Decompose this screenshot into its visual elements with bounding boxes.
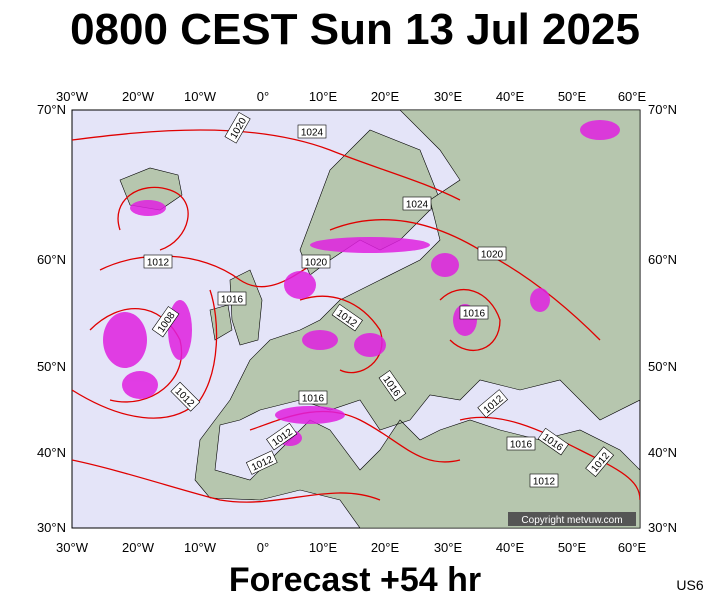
lon-label-bottom: 40°E — [496, 540, 525, 555]
isobar-label-text: 1016 — [463, 309, 486, 320]
isobar-label: 1020 — [301, 254, 331, 269]
lon-label-bottom: 0° — [257, 540, 269, 555]
isobar-label: 1016 — [217, 291, 247, 306]
lat-label-left: 40°N — [37, 445, 66, 460]
lat-label-right: 60°N — [648, 252, 677, 267]
lon-label-top: 10°E — [309, 89, 338, 104]
title: 0800 CEST Sun 13 Jul 2025 — [70, 5, 640, 54]
lat-label-left: 60°N — [37, 252, 66, 267]
lon-label-top: 40°E — [496, 89, 525, 104]
isobar-label: 1020 — [477, 246, 507, 261]
isobar-label-text: 1016 — [302, 394, 325, 405]
isobar-label-text: 1012 — [147, 258, 170, 269]
isobar-label-text: 1024 — [406, 200, 429, 211]
isobar-label-box — [402, 196, 432, 211]
lon-label-top: 20°E — [371, 89, 400, 104]
isobar-label: 1024 — [297, 124, 327, 139]
isobar-label-box — [378, 370, 407, 402]
isobar-label-box — [298, 390, 328, 405]
lon-label-top: 60°E — [618, 89, 647, 104]
copyright-box — [508, 512, 636, 526]
isobar-label: 1024 — [402, 196, 432, 211]
isobar-label: 1012 — [529, 473, 559, 488]
isobar-label-text: 1024 — [301, 128, 324, 139]
isobar-label-box — [297, 124, 327, 139]
isobar-label-box — [143, 254, 173, 269]
isobar-label-box — [245, 450, 278, 475]
isobar-label-text: 1012 — [533, 477, 556, 488]
forecast: Forecast +54 hr — [229, 561, 481, 599]
isobar-label-box — [266, 422, 298, 451]
isobar-label-box — [224, 111, 251, 144]
isobar-label-box — [477, 389, 509, 419]
lat-label-right: 50°N — [648, 359, 677, 374]
lat-label-right: 70°N — [648, 102, 677, 117]
lon-label-bottom: 20°E — [371, 540, 400, 555]
lon-label-top: 0° — [257, 89, 269, 104]
isobar-label-text: 1016 — [510, 440, 533, 451]
isobar-label: 1016 — [506, 436, 536, 451]
lon-label-top: 50°E — [558, 89, 587, 104]
isobar-label-box — [170, 381, 201, 412]
isobar-label-box — [151, 306, 180, 338]
lon-label-bottom: 10°W — [184, 540, 217, 555]
isobar-label: 1016 — [459, 305, 489, 320]
isobar-label-box — [585, 446, 615, 478]
lat-label-left: 30°N — [37, 520, 66, 535]
lon-label-top: 20°W — [122, 89, 155, 104]
isobar-label-box — [331, 303, 363, 332]
lon-label-bottom: 50°E — [558, 540, 587, 555]
lon-label-bottom: 30°E — [434, 540, 463, 555]
lat-label-left: 70°N — [37, 102, 66, 117]
lon-label-bottom: 20°W — [122, 540, 155, 555]
isobar-label-text: 1016 — [221, 295, 244, 306]
lat-label-right: 30°N — [648, 520, 677, 535]
isobar-label-box — [506, 436, 536, 451]
lat-label-right: 40°N — [648, 445, 677, 460]
isobar-label: 1016 — [298, 390, 328, 405]
isobar-label-box — [301, 254, 331, 269]
lon-label-bottom: 30°W — [56, 540, 89, 555]
isobar-label-box — [217, 291, 247, 306]
map: Copyright metvuw.com — [71, 109, 641, 529]
isobar-label: 1012 — [143, 254, 173, 269]
isobar-label-box — [529, 473, 559, 488]
isobar-label-text: 1020 — [481, 250, 504, 261]
lon-label-top: 10°W — [184, 89, 217, 104]
model-code: US6 — [676, 577, 703, 593]
copyright: Copyright metvuw.com — [521, 515, 622, 526]
lon-label-top: 30°E — [434, 89, 463, 104]
isobar-label-text: 1020 — [305, 258, 328, 269]
isobar-label-box — [459, 305, 489, 320]
isobar-label-box — [477, 246, 507, 261]
lon-label-top: 30°W — [56, 89, 89, 104]
lon-label-bottom: 60°E — [618, 540, 647, 555]
lon-label-bottom: 10°E — [309, 540, 338, 555]
lat-label-left: 50°N — [37, 359, 66, 374]
isobar-label-box — [537, 427, 569, 456]
